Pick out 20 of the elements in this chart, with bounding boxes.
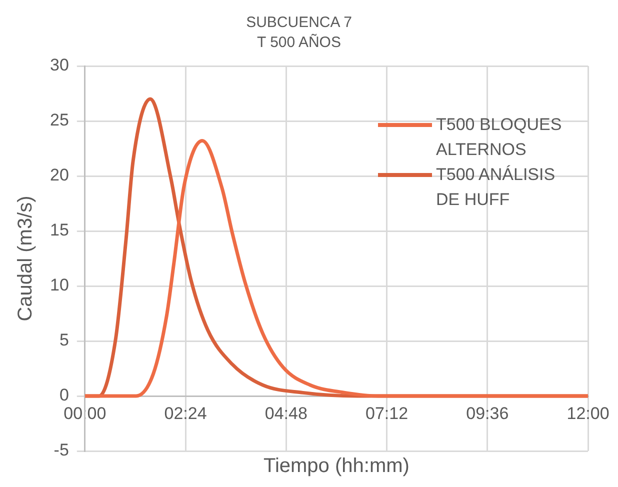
x-tick-label: 04:48 — [264, 404, 308, 423]
y-tick-label: 0 — [59, 386, 69, 405]
x-tick-label: 07:12 — [365, 404, 408, 423]
x-tick-label: 09:36 — [466, 404, 509, 423]
x-tick-label: 12:00 — [566, 404, 610, 423]
y-tick-label: 20 — [50, 166, 69, 185]
x-tick-label: 02:24 — [164, 404, 207, 423]
y-tick-label: 15 — [50, 220, 69, 240]
y-tick-label: 30 — [50, 56, 69, 75]
legend-label: T500 BLOQUES ALTERNOS — [436, 114, 563, 161]
chart-subtitle: T 500 AÑOS — [257, 33, 341, 52]
legend-label: T500 ANÁLISIS DE HUFF — [436, 164, 556, 211]
y-tick-label: 10 — [50, 276, 69, 295]
chart-title: SUBCUENCA 7 — [246, 14, 352, 32]
y-tick-label: -5 — [54, 440, 69, 460]
y-tick-label: 5 — [59, 330, 69, 350]
x-axis-title: Tiempo (hh:mm) — [263, 454, 410, 477]
x-tick-label: 00:00 — [64, 404, 106, 423]
y-tick-label: 25 — [50, 110, 69, 130]
y-axis-title: Caudal (m3/s) — [14, 196, 37, 322]
